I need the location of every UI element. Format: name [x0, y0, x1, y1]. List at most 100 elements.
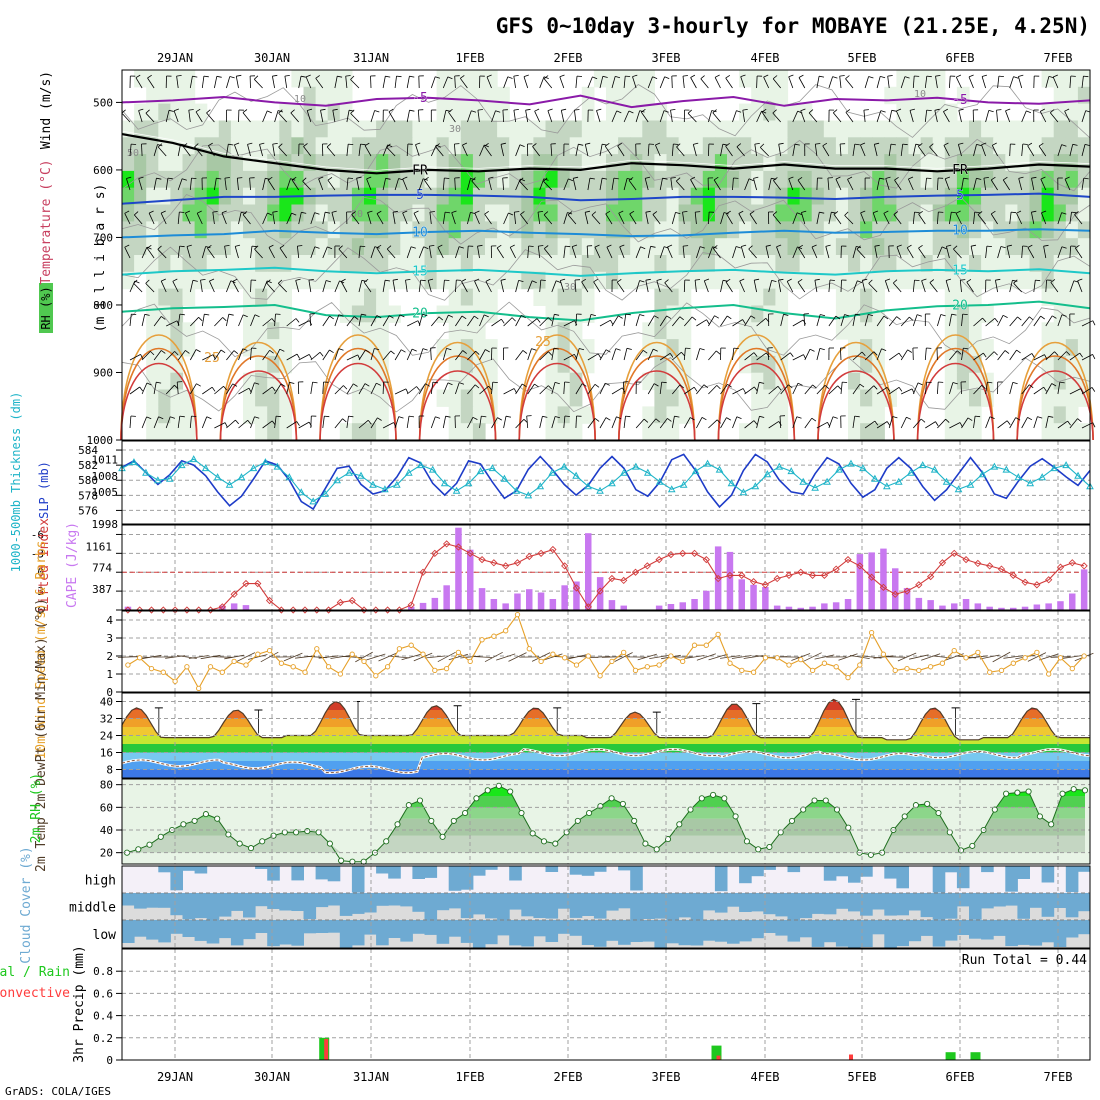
thickness-point: [165, 474, 174, 482]
wind-barb-flag: [377, 417, 382, 421]
cape-bar: [679, 602, 686, 610]
thickness-point: [500, 474, 509, 482]
wind-barb: [212, 212, 215, 225]
rh-point: [552, 840, 559, 847]
wind-barb-flag: [885, 278, 891, 281]
wind-barb-flag: [628, 177, 634, 181]
wind-barb: [611, 178, 615, 191]
wind-barb-flag: [500, 142, 506, 145]
wind-tick-label: 0: [106, 686, 113, 699]
rh-cell: [243, 271, 256, 290]
rh-cell: [872, 305, 885, 323]
wind-barb: [173, 110, 179, 123]
wind-barb: [153, 416, 159, 429]
rh-cell: [860, 120, 873, 138]
rh-cell: [727, 137, 740, 155]
rh-cell: [1005, 120, 1018, 138]
rh-cell: [351, 288, 365, 306]
wind-barb: [628, 180, 637, 191]
rh-cell: [243, 305, 256, 323]
rh-cell: [763, 238, 776, 256]
rh-cell: [267, 204, 280, 222]
wind-barb: [599, 319, 611, 327]
rh-cell: [630, 137, 643, 155]
wind-barb-flag: [543, 178, 549, 181]
wind-barb: [946, 246, 950, 259]
wind-barb-flag: [135, 74, 141, 79]
rh-cell: [775, 204, 789, 222]
cloud-cell: [872, 893, 885, 910]
wind-barb: [1009, 76, 1014, 89]
rh-cell: [122, 137, 135, 155]
cloud-cell: [351, 866, 365, 893]
wind-barb-flag: [902, 143, 908, 146]
wind-barb-flag: [653, 383, 659, 387]
rh-cell: [956, 204, 970, 222]
surface-wind-barb: [637, 653, 658, 661]
wind-barb: [250, 416, 255, 429]
wind-barb-flag: [679, 316, 684, 321]
wind-barb: [559, 280, 565, 293]
wind-barb: [322, 315, 330, 327]
rh-cell: [291, 70, 305, 88]
wind-barb: [760, 147, 769, 157]
wind-barb: [160, 280, 167, 293]
rh-cell: [799, 170, 813, 189]
rh-cell: [400, 204, 413, 222]
rh-cell: [944, 372, 958, 391]
rh-cell: [593, 271, 607, 290]
wind-barb: [792, 383, 799, 395]
wind-barb: [1021, 316, 1030, 327]
rh-cell: [448, 423, 462, 441]
thickness-point: [572, 471, 580, 479]
wind-barb-flag: [1005, 108, 1011, 112]
rh-cell: [472, 70, 486, 88]
wind-barb: [1041, 212, 1047, 225]
wind-barb: [563, 320, 575, 327]
rh-cell: [896, 271, 910, 290]
cape-bar: [549, 599, 557, 610]
wind-barb: [406, 76, 410, 89]
wind-barb-flag: [854, 143, 860, 146]
rh-cell: [944, 406, 958, 424]
wind-barb: [856, 248, 866, 259]
rh-cell: [376, 305, 389, 323]
rh-cell: [581, 120, 595, 138]
wind-barb: [322, 280, 327, 293]
rh-cell: [158, 221, 171, 239]
rh-cell: [1029, 154, 1043, 172]
wind-barb-flag: [844, 314, 850, 317]
wind-barb-flag: [146, 382, 152, 386]
wind-barb: [201, 314, 205, 327]
rh-cell: [690, 271, 704, 290]
rh-cell: [509, 221, 522, 239]
rh-cell: [739, 120, 752, 138]
rh-cell: [485, 154, 498, 172]
wind-barb-flag: [1059, 381, 1065, 384]
rh-cell: [775, 103, 789, 121]
rh-cell: [654, 238, 668, 256]
rh-cell: [327, 221, 341, 239]
wind-barb: [868, 283, 878, 293]
wind-barb-flag: [540, 279, 546, 281]
cloud-cell: [569, 866, 583, 875]
rh-cell: [485, 305, 498, 323]
rh-cell: [170, 288, 184, 306]
rh-cell: [969, 187, 982, 206]
wind-barb-flag: [909, 316, 914, 321]
rh-cell: [146, 271, 159, 290]
cloud-cell: [1005, 893, 1018, 906]
wind-barb: [937, 418, 946, 429]
surface-wind-barb: [849, 655, 870, 659]
wind-barb-flag: [1079, 352, 1083, 358]
wind-barb: [876, 110, 882, 123]
rh-cell: [751, 389, 764, 407]
wind-barb: [647, 315, 655, 327]
wind-barb-flag: [733, 347, 739, 349]
wind-barb-flag: [1054, 351, 1059, 356]
wind-barb-flag: [160, 210, 166, 214]
wind-barb: [153, 144, 158, 157]
wind-barb: [418, 383, 426, 395]
wind-barb-flag: [564, 415, 570, 417]
